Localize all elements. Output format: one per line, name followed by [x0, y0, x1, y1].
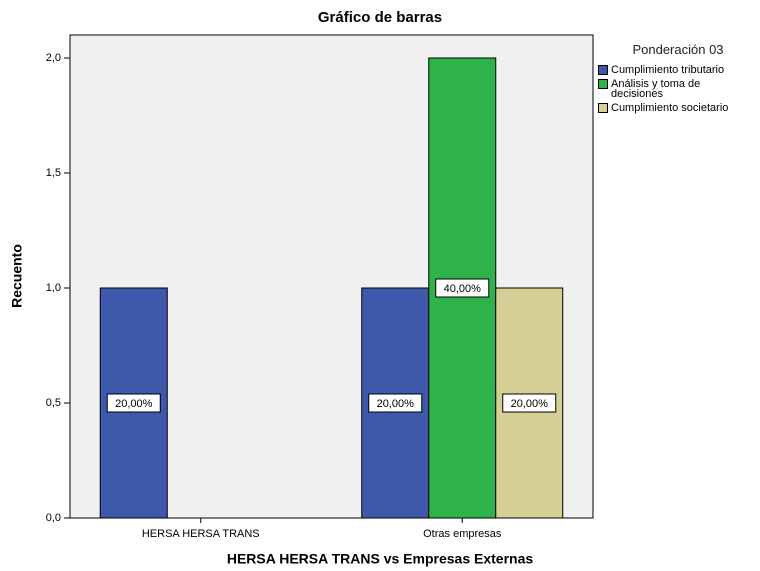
x-axis-label: HERSA HERSA TRANS vs Empresas Externas: [227, 551, 534, 567]
value-label-box: [106, 393, 161, 413]
legend-title: Ponderación 03: [632, 42, 724, 57]
x-tick-label: HERSA HERSA TRANS: [142, 528, 260, 540]
legend-label: Análisis y toma de decisiones: [611, 78, 701, 100]
y-tick-label: 0,5: [46, 397, 61, 409]
y-tick-label: 1,0: [46, 282, 61, 294]
chart-title: Gráfico de barras: [318, 9, 442, 26]
value-label-box: [435, 278, 490, 298]
legend-label: Cumplimiento tributario: [611, 64, 725, 76]
y-tick-label: 0,0: [46, 512, 61, 524]
value-label-box: [502, 393, 557, 413]
legend-item: Análisis y toma de decisiones: [598, 78, 758, 100]
x-tick-label: Otras empresas: [423, 528, 502, 540]
value-label: 20,00%: [377, 398, 415, 410]
legend-label: Cumplimiento societario: [611, 102, 729, 114]
legend-swatch: [598, 103, 608, 113]
value-label: 40,00%: [444, 283, 482, 295]
y-tick-label: 1,5: [46, 167, 61, 179]
legend: Ponderación 03 Cumplimiento tributario An…: [598, 42, 758, 117]
legend-item: Cumplimiento tributario: [598, 64, 758, 76]
legend-swatch: [598, 79, 608, 89]
legend-item: Cumplimiento societario: [598, 102, 758, 114]
value-label: 20,00%: [115, 398, 153, 410]
legend-swatch: [598, 65, 608, 75]
value-label: 20,00%: [511, 398, 549, 410]
y-tick-label: 2,0: [46, 52, 61, 64]
y-axis-label: Recuento: [9, 244, 25, 308]
value-label-box: [368, 393, 423, 413]
